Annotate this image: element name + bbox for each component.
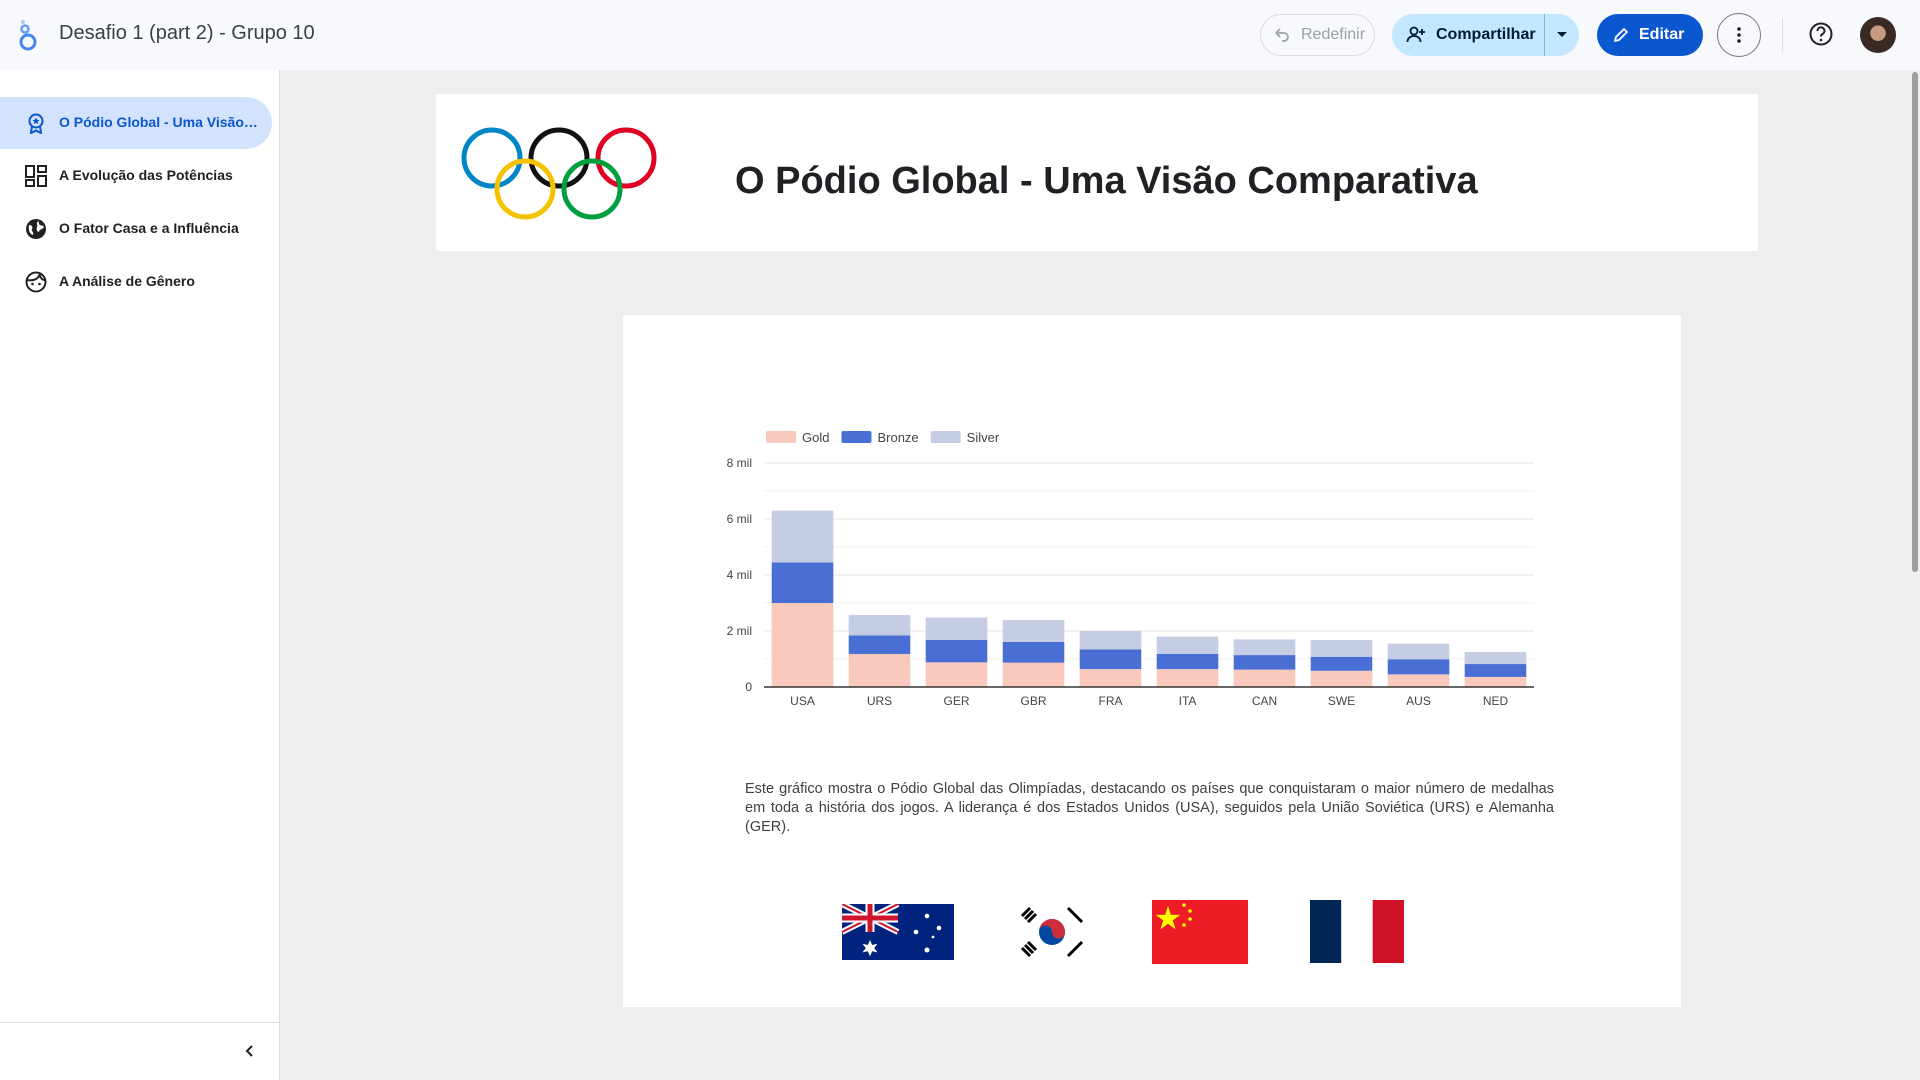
- share-divider: [1544, 14, 1545, 56]
- x-tick-label: AUS: [1406, 694, 1431, 708]
- x-tick-label: FRA: [1099, 694, 1123, 708]
- medals-stacked-bar-chart[interactable]: 0 2 mil 4 mil 6 mil 8 mil USA URS GER GBR FRA ITA C…: [700, 418, 1560, 728]
- reset-button[interactable]: Redefinir: [1260, 14, 1375, 56]
- header-divider: [1782, 18, 1783, 52]
- chevron-left-icon[interactable]: [242, 1043, 258, 1059]
- bar-gold-gbr: [1002, 662, 1065, 687]
- bar-silver-can: [1233, 639, 1296, 656]
- bar-silver-gbr: [1002, 620, 1065, 642]
- x-tick-label: CAN: [1252, 694, 1277, 708]
- bar-bronze-swe: [1310, 656, 1373, 671]
- bar-bronze-aus: [1387, 659, 1450, 675]
- bar-bronze-ned: [1464, 664, 1527, 677]
- olympic-rings-logo: [461, 127, 657, 220]
- y-tick-label: 4 mil: [727, 568, 752, 582]
- y-tick-label: 0: [745, 680, 752, 694]
- award-icon: [28, 113, 44, 134]
- bar-bronze-usa: [771, 562, 834, 603]
- bar-gold-can: [1233, 669, 1296, 687]
- y-tick-label: 8 mil: [727, 456, 752, 470]
- x-tick-label: URS: [867, 694, 892, 708]
- bar-gold-ger: [925, 662, 988, 687]
- bar-gold-usa: [771, 603, 834, 687]
- sidebar-item-analise-genero[interactable]: A Análise de Gênero: [0, 256, 272, 308]
- share-dropdown-caret-icon[interactable]: [1557, 32, 1567, 37]
- legend-swatch-bronze: [841, 431, 872, 443]
- bar-silver-fra: [1079, 631, 1142, 650]
- canvas-scrollbar-thumb[interactable]: [1912, 72, 1918, 572]
- x-tick-label: NED: [1483, 694, 1509, 708]
- sidebar-item-label: O Fator Casa e a Influência: [59, 220, 239, 236]
- x-tick-label: USA: [790, 694, 815, 708]
- bar-silver-aus: [1387, 643, 1450, 660]
- face-icon: [25, 271, 47, 293]
- report-header: [436, 94, 1758, 251]
- legend-label-gold: Gold: [802, 430, 829, 445]
- sidebar-item-evolucao-potencias[interactable]: A Evolução das Potências: [0, 150, 272, 202]
- sidebar-item-fator-casa[interactable]: O Fator Casa e a Influência: [0, 203, 272, 255]
- bar-bronze-urs: [848, 635, 911, 654]
- report-title: O Pódio Global - Uma Visão Comparativa: [735, 160, 1478, 202]
- bar-bronze-ita: [1156, 653, 1219, 670]
- australia-flag: [842, 904, 954, 960]
- bar-bronze-can: [1233, 655, 1296, 670]
- bar-gold-aus: [1387, 674, 1450, 687]
- document-title[interactable]: Desafio 1 (part 2) - Grupo 10: [59, 22, 315, 44]
- legend-label-bronze: Bronze: [877, 430, 918, 445]
- help-icon[interactable]: [1808, 21, 1834, 47]
- bar-gold-ita: [1156, 669, 1219, 687]
- bar-bronze-ger: [925, 639, 988, 663]
- pages-sidebar: O Pódio Global - Uma Visão Comparativa A…: [0, 70, 280, 1080]
- legend-swatch-gold: [766, 431, 796, 443]
- bar-gold-ned: [1464, 676, 1527, 687]
- looker-studio-logo-icon[interactable]: [14, 18, 42, 52]
- bar-bronze-fra: [1079, 649, 1142, 670]
- bar-gold-fra: [1079, 669, 1142, 687]
- chart-description: Este gráfico mostra o Pódio Global das O…: [745, 781, 1554, 835]
- user-avatar[interactable]: [1860, 17, 1896, 53]
- bar-silver-usa: [771, 510, 834, 563]
- x-tick-label: GBR: [1020, 694, 1046, 708]
- bar-silver-ger: [925, 617, 988, 640]
- x-tick-label: ITA: [1179, 694, 1197, 708]
- bar-gold-swe: [1310, 670, 1373, 687]
- x-tick-label: GER: [943, 694, 969, 708]
- more-vert-icon: [1737, 27, 1741, 43]
- share-button[interactable]: Compartilhar: [1392, 14, 1579, 56]
- bar-silver-urs: [848, 615, 911, 636]
- reset-label: Redefinir: [1301, 26, 1366, 43]
- undo-icon: [1275, 28, 1289, 42]
- canvas-scrollbar-track[interactable]: [1911, 70, 1920, 1080]
- more-options-button[interactable]: [1717, 13, 1761, 57]
- share-label: Compartilhar: [1436, 26, 1536, 43]
- south-korea-flag: [1016, 904, 1088, 960]
- china-flag: [1152, 900, 1248, 964]
- bar-bronze-gbr: [1002, 641, 1065, 663]
- bar-silver-ita: [1156, 636, 1219, 654]
- top-bar: Desafio 1 (part 2) - Grupo 10 Redefinir …: [0, 0, 1920, 70]
- bar-gold-urs: [848, 653, 911, 687]
- y-tick-label: 2 mil: [727, 624, 752, 638]
- y-tick-label: 6 mil: [727, 512, 752, 526]
- x-tick-label: SWE: [1328, 694, 1355, 708]
- dashboard-icon: [25, 165, 47, 187]
- pencil-icon: [1614, 28, 1628, 42]
- bar-silver-swe: [1310, 639, 1373, 657]
- bar-silver-ned: [1464, 652, 1527, 665]
- legend-swatch-silver: [930, 431, 961, 443]
- globe-icon: [26, 219, 46, 239]
- sidebar-footer: [0, 1022, 280, 1080]
- add-person-icon: [1406, 26, 1425, 43]
- edit-button[interactable]: Editar: [1597, 14, 1703, 56]
- sidebar-item-label: A Evolução das Potências: [59, 167, 233, 183]
- legend-label-silver: Silver: [967, 430, 1000, 445]
- sidebar-item-podio-global[interactable]: O Pódio Global - Uma Visão Comparativa: [0, 97, 272, 149]
- sidebar-item-label: A Análise de Gênero: [59, 273, 195, 289]
- sidebar-item-label: O Pódio Global - Uma Visão Comparativa: [59, 114, 259, 130]
- france-flag: [1310, 900, 1404, 963]
- edit-label: Editar: [1639, 26, 1685, 43]
